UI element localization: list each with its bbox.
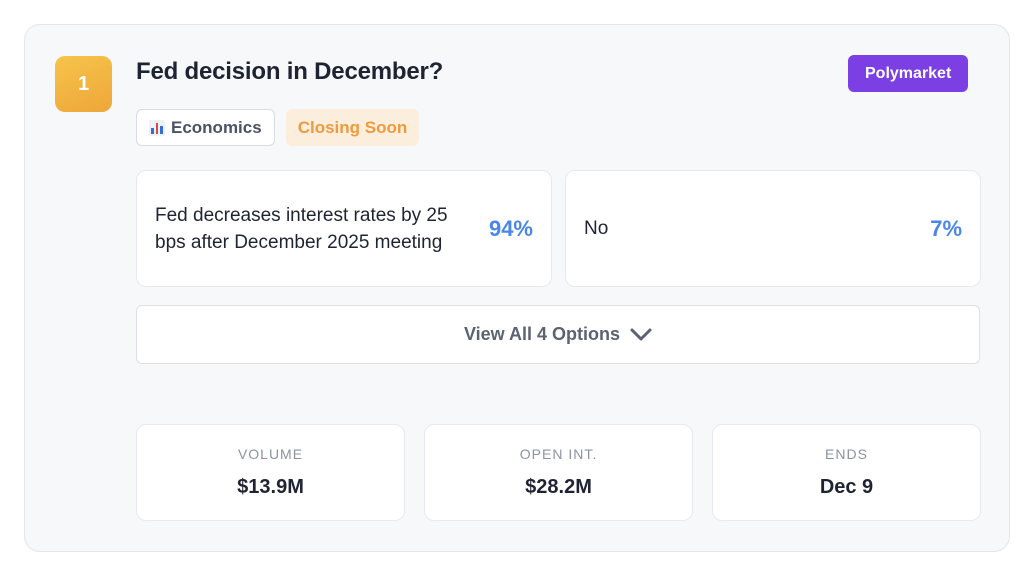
stat-value: $28.2M [525, 476, 592, 498]
view-all-label: View All 4 Options [463, 324, 621, 344]
category-label: Economics [171, 117, 262, 137]
bar-chart-icon [149, 119, 165, 136]
option-label: No [584, 218, 609, 239]
option-percent: 7% [930, 215, 962, 241]
stat-open-interest: OPEN INT. $28.2M [424, 424, 693, 521]
option-card[interactable]: Fed decreases interest rates by 25 bps a… [136, 170, 552, 287]
stat-label: ENDS [825, 446, 868, 462]
category-tag[interactable]: Economics [136, 109, 275, 146]
chevron-down-icon [630, 328, 652, 340]
options-row: Fed decreases interest rates by 25 bps a… [136, 170, 981, 287]
market-card: 1 Fed decision in December? Polymarket E… [24, 24, 1010, 552]
tag-row: Economics Closing Soon [136, 109, 420, 146]
rank-badge: 1 [55, 56, 112, 112]
stats-row: VOLUME $13.9M OPEN INT. $28.2M ENDS Dec … [136, 424, 981, 521]
market-title[interactable]: Fed decision in December? [136, 58, 444, 85]
stat-value: $13.9M [237, 476, 304, 498]
option-label: Fed decreases interest rates by 25 bps a… [155, 204, 448, 253]
option-percent: 94% [488, 215, 533, 241]
status-tag: Closing Soon [285, 109, 420, 146]
stat-label: OPEN INT. [519, 446, 598, 462]
stat-volume: VOLUME $13.9M [136, 424, 405, 521]
option-card[interactable]: No 7% [565, 170, 981, 287]
stat-label: VOLUME [237, 446, 304, 462]
view-all-options-button[interactable]: View All 4 Options [136, 305, 980, 364]
source-badge[interactable]: Polymarket [848, 55, 969, 92]
stat-value: Dec 9 [819, 476, 874, 498]
stat-ends: ENDS Dec 9 [712, 424, 981, 521]
